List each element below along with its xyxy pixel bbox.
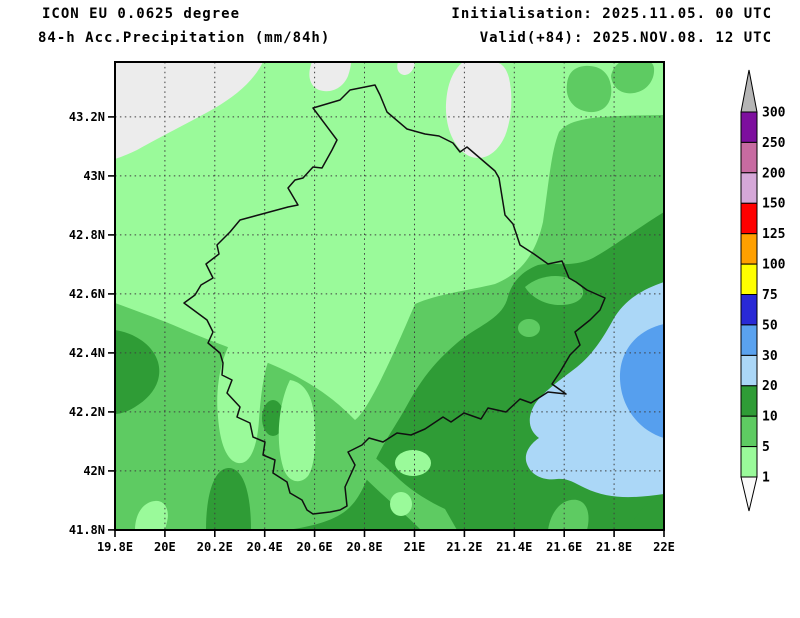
x-tick-label: 19.8E	[97, 540, 133, 554]
precip-region-10-20-se-corner	[629, 492, 664, 530]
x-tick-label: 21.2E	[446, 540, 482, 554]
precip-region-10-20-west-blob	[115, 330, 160, 414]
colorbar-segment	[740, 233, 758, 265]
valid-time: Valid(+84): 2025.NOV.08. 12 UTC	[479, 30, 772, 46]
colorbar-labels: 300 250 200 150 125 100 75 50 30 20 10 5…	[762, 106, 786, 486]
x-tick-label: 21.8E	[596, 540, 632, 554]
x-axis-labels: 19.8E 20E 20.2E 20.4E 20.6E 20.8E 21E 21…	[97, 540, 675, 554]
y-tick-label: 43.2N	[69, 110, 105, 124]
colorbar-segment	[740, 446, 758, 478]
precip-region-5-10-island-f	[525, 276, 584, 306]
precip-field	[115, 62, 664, 530]
colorbar-level-label: 5	[762, 440, 770, 455]
axis-ticks	[108, 116, 665, 537]
plot-area	[114, 61, 665, 531]
kosovo-border-outline	[183, 84, 606, 515]
colorbar-level-label: 150	[762, 197, 786, 212]
model-title: ICON EU 0.0625 degree	[42, 6, 241, 22]
colorbar: 300 250 200 150 125 100 75 50 30 20 10 5…	[740, 69, 786, 512]
colorbar-segment	[740, 172, 758, 204]
colorbar-segment	[740, 354, 758, 387]
colorbar-level-label: 1	[762, 471, 770, 486]
precip-region-1-5-tongue	[217, 338, 275, 464]
x-tick-label: 21.6E	[546, 540, 582, 554]
y-tick-label: 43N	[83, 169, 105, 183]
colorbar-level-label: 20	[762, 379, 778, 394]
colorbar-segment	[740, 324, 758, 356]
x-tick-label: 20.8E	[346, 540, 382, 554]
colorbar-arrow-above	[740, 69, 758, 113]
initialisation-time: Initialisation: 2025.11.05. 00 UTC	[451, 6, 772, 22]
y-tick-label: 42.4N	[69, 346, 105, 360]
x-tick-label: 20.4E	[247, 540, 283, 554]
colorbar-segment	[740, 141, 758, 174]
precip-region-lt1-pocket	[309, 62, 351, 92]
colorbar-segment	[740, 111, 758, 143]
y-tick-label: 42.6N	[69, 287, 105, 301]
colorbar-segment	[740, 385, 758, 417]
colorbar-level-label: 200	[762, 166, 786, 181]
y-tick-label: 41.8N	[69, 523, 105, 537]
precip-region-5-10-blob-ne1	[566, 65, 612, 113]
precip-region-1-5-island-d	[390, 492, 412, 516]
colorbar-level-label: 250	[762, 136, 786, 151]
colorbar-segment	[740, 263, 758, 296]
precip-region-10-20-south-blob	[206, 467, 251, 530]
colorbar-segment	[740, 294, 758, 326]
colorbar-segment	[740, 415, 758, 448]
precip-region-20-30	[525, 282, 664, 498]
colorbar-level-label: 300	[762, 106, 786, 121]
precip-region-1-5-island-b2	[292, 463, 310, 477]
colorbar-level-label: 75	[762, 288, 778, 303]
x-tick-label: 20.6E	[297, 540, 333, 554]
graticule	[115, 62, 664, 530]
precip-region-lt1-blob	[445, 62, 512, 158]
precip-region-5-10-island-g	[518, 319, 540, 337]
map-frame	[114, 61, 665, 531]
colorbar-arrow-below	[740, 476, 758, 512]
precip-region-5-10-blob-ne2	[611, 62, 655, 94]
x-tick-label: 21E	[404, 540, 426, 554]
precip-region-5-10-strip	[333, 432, 457, 530]
colorbar-level-label: 125	[762, 227, 785, 242]
precip-region-1-5-island-c	[395, 450, 431, 476]
x-tick-label: 20E	[154, 540, 176, 554]
y-tick-label: 42.8N	[69, 228, 105, 242]
precip-region-10-20-small-blob	[262, 400, 284, 436]
y-tick-label: 42.2N	[69, 405, 105, 419]
colorbar-level-label: 50	[762, 318, 778, 333]
colorbar-level-label: 30	[762, 349, 778, 364]
x-tick-label: 22E	[653, 540, 675, 554]
colorbar-segment	[740, 202, 758, 235]
precip-region-1-5-island-b	[278, 380, 316, 482]
precip-region-1-5-sw-corner	[135, 500, 168, 530]
precip-region-lt1-nw	[115, 62, 263, 159]
x-tick-label: 21.4E	[496, 540, 532, 554]
colorbar-level-label: 100	[762, 258, 786, 273]
y-axis-labels: 43.2N 43N 42.8N 42.6N 42.4N 42.2N 42N 41…	[69, 110, 105, 537]
y-tick-label: 42N	[83, 464, 105, 478]
precip-region-lt1-notch	[397, 62, 415, 75]
precip-region-5-10-patch-south	[548, 499, 589, 530]
colorbar-level-label: 10	[762, 410, 778, 425]
product-title: 84-h Acc.Precipitation (mm/84h)	[38, 30, 331, 46]
x-tick-label: 20.2E	[197, 540, 233, 554]
